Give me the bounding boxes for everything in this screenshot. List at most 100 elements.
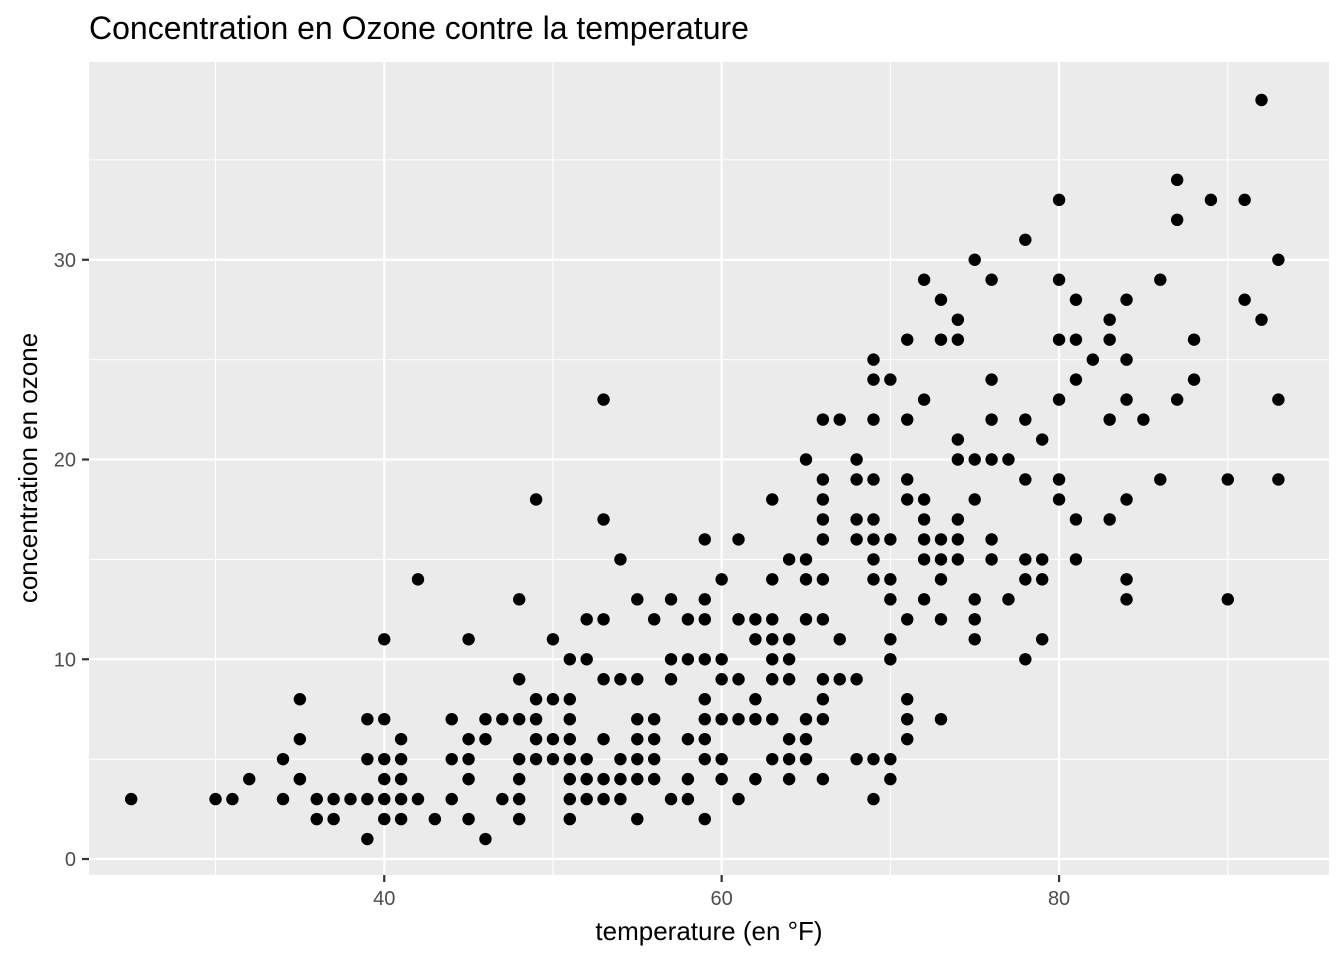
data-point xyxy=(985,413,998,426)
data-point xyxy=(614,673,627,686)
data-point xyxy=(782,752,796,766)
data-point xyxy=(732,533,745,546)
data-point xyxy=(766,712,779,726)
data-point xyxy=(378,633,391,646)
data-point xyxy=(884,772,897,786)
data-point xyxy=(951,433,965,446)
data-point xyxy=(934,613,948,626)
data-point xyxy=(1221,593,1234,606)
data-point xyxy=(1170,213,1184,227)
data-point xyxy=(1154,473,1167,486)
data-point xyxy=(513,712,526,726)
y-axis-title: concentration en ozone xyxy=(13,333,43,603)
chart-title: Concentration en Ozone contre la tempera… xyxy=(89,10,749,46)
data-point xyxy=(1069,293,1083,306)
data-point xyxy=(1103,513,1116,526)
data-point xyxy=(934,712,948,726)
data-point xyxy=(479,832,492,846)
data-point xyxy=(715,673,728,686)
data-point xyxy=(462,732,475,746)
data-point xyxy=(951,553,965,566)
data-point xyxy=(799,553,813,566)
data-point xyxy=(597,772,610,786)
data-point xyxy=(766,573,779,586)
data-point xyxy=(479,712,492,726)
data-point xyxy=(1019,233,1032,246)
data-point xyxy=(664,673,678,686)
data-point xyxy=(833,633,846,646)
data-point xyxy=(816,513,830,526)
data-point xyxy=(563,812,577,826)
data-point xyxy=(951,453,965,466)
data-point xyxy=(782,653,796,666)
data-point xyxy=(816,413,830,426)
data-point xyxy=(529,712,543,726)
data-point xyxy=(850,513,863,526)
data-point xyxy=(631,593,644,606)
data-point xyxy=(580,772,593,786)
data-point xyxy=(816,493,830,506)
data-point xyxy=(1035,433,1049,446)
data-point xyxy=(1272,393,1285,406)
data-point xyxy=(378,792,391,806)
data-point xyxy=(1069,553,1083,566)
data-point xyxy=(951,513,965,526)
data-point xyxy=(934,573,948,586)
data-point xyxy=(816,613,830,626)
data-point xyxy=(867,573,880,586)
data-point xyxy=(293,732,307,746)
data-point xyxy=(917,493,931,506)
data-point xyxy=(1238,293,1251,306)
data-point xyxy=(901,473,914,486)
data-point xyxy=(631,812,644,826)
data-point xyxy=(580,752,593,766)
data-point xyxy=(327,792,340,806)
x-tick-label: 60 xyxy=(711,888,733,910)
data-point xyxy=(816,772,830,786)
data-point xyxy=(732,712,745,726)
data-point xyxy=(698,653,711,666)
data-point xyxy=(884,593,897,606)
data-point xyxy=(1120,393,1133,406)
data-point xyxy=(1170,393,1184,406)
data-point xyxy=(293,772,307,786)
data-point xyxy=(361,832,374,846)
data-point xyxy=(394,732,408,746)
data-point xyxy=(833,413,846,426)
data-point xyxy=(934,533,948,546)
data-point xyxy=(681,732,695,746)
data-point xyxy=(614,752,627,766)
data-point xyxy=(934,553,948,566)
data-point xyxy=(1086,353,1100,366)
data-point xyxy=(884,373,897,386)
data-point xyxy=(394,752,408,766)
data-point xyxy=(1052,493,1066,506)
data-point xyxy=(901,712,914,726)
data-point xyxy=(496,712,509,726)
data-point xyxy=(1120,593,1133,606)
data-point xyxy=(276,752,290,766)
data-point xyxy=(766,613,779,626)
data-point xyxy=(884,573,897,586)
data-point xyxy=(445,752,458,766)
data-point xyxy=(698,812,711,826)
data-point xyxy=(327,812,340,826)
data-point xyxy=(698,613,711,626)
data-point xyxy=(698,533,711,546)
data-point xyxy=(1019,553,1032,566)
data-point xyxy=(799,732,813,746)
data-point xyxy=(378,752,391,766)
data-point xyxy=(563,752,577,766)
data-point xyxy=(1035,633,1049,646)
data-point xyxy=(597,613,610,626)
data-point xyxy=(1069,373,1083,386)
data-point xyxy=(715,573,728,586)
data-point xyxy=(698,693,711,706)
y-axis-ticks: 0 10 20 30 xyxy=(54,250,89,871)
data-point xyxy=(1221,473,1234,486)
data-point xyxy=(361,792,374,806)
data-point xyxy=(867,353,880,366)
data-point xyxy=(985,373,998,386)
data-point xyxy=(1052,273,1066,286)
data-point xyxy=(1069,333,1083,346)
